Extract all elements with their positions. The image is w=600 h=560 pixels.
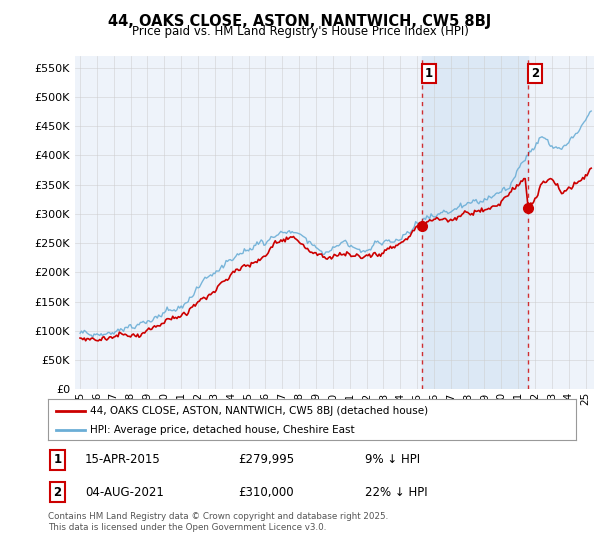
- Text: 2: 2: [530, 67, 539, 80]
- Text: 15-APR-2015: 15-APR-2015: [85, 454, 161, 466]
- Text: £310,000: £310,000: [238, 486, 294, 499]
- Text: 1: 1: [53, 454, 62, 466]
- Text: 2: 2: [53, 486, 62, 499]
- Text: HPI: Average price, detached house, Cheshire East: HPI: Average price, detached house, Ches…: [90, 424, 355, 435]
- Bar: [422, 56, 528, 389]
- Text: 1: 1: [424, 67, 433, 80]
- Text: £279,995: £279,995: [238, 454, 294, 466]
- Text: Contains HM Land Registry data © Crown copyright and database right 2025.
This d: Contains HM Land Registry data © Crown c…: [48, 512, 388, 532]
- Text: 44, OAKS CLOSE, ASTON, NANTWICH, CW5 8BJ: 44, OAKS CLOSE, ASTON, NANTWICH, CW5 8BJ: [109, 14, 491, 29]
- Text: 44, OAKS CLOSE, ASTON, NANTWICH, CW5 8BJ (detached house): 44, OAKS CLOSE, ASTON, NANTWICH, CW5 8BJ…: [90, 405, 428, 416]
- Text: 22% ↓ HPI: 22% ↓ HPI: [365, 486, 427, 499]
- Text: Price paid vs. HM Land Registry's House Price Index (HPI): Price paid vs. HM Land Registry's House …: [131, 25, 469, 38]
- Text: 9% ↓ HPI: 9% ↓ HPI: [365, 454, 420, 466]
- Text: 04-AUG-2021: 04-AUG-2021: [85, 486, 164, 499]
